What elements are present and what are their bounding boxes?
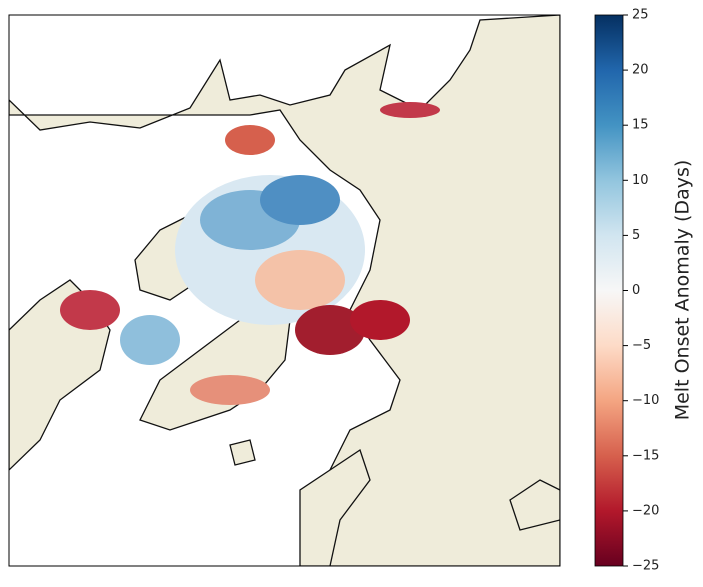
colorbar-tick-label: 10 (632, 173, 649, 188)
colorbar-tick-label: −20 (632, 503, 659, 518)
colorbar-label: Melt Onset Anomaly (Days) (672, 160, 694, 421)
colorbar-tick-label: 15 (632, 118, 649, 133)
colorbar (594, 14, 624, 567)
colorbar-tick-label: −5 (632, 338, 651, 353)
colorbar-tick-label: −10 (632, 393, 659, 408)
colorbar-tick-label: −15 (632, 448, 659, 463)
colorbar-tick-label: 25 (632, 8, 649, 23)
colorbar-tick-label: 20 (632, 63, 649, 78)
colorbar-tick-label: 0 (632, 283, 640, 298)
colorbar-tick-label: 5 (632, 228, 640, 243)
colorbar-tick-label: −25 (632, 559, 659, 574)
map (9, 15, 560, 566)
map-frame (8, 14, 561, 567)
